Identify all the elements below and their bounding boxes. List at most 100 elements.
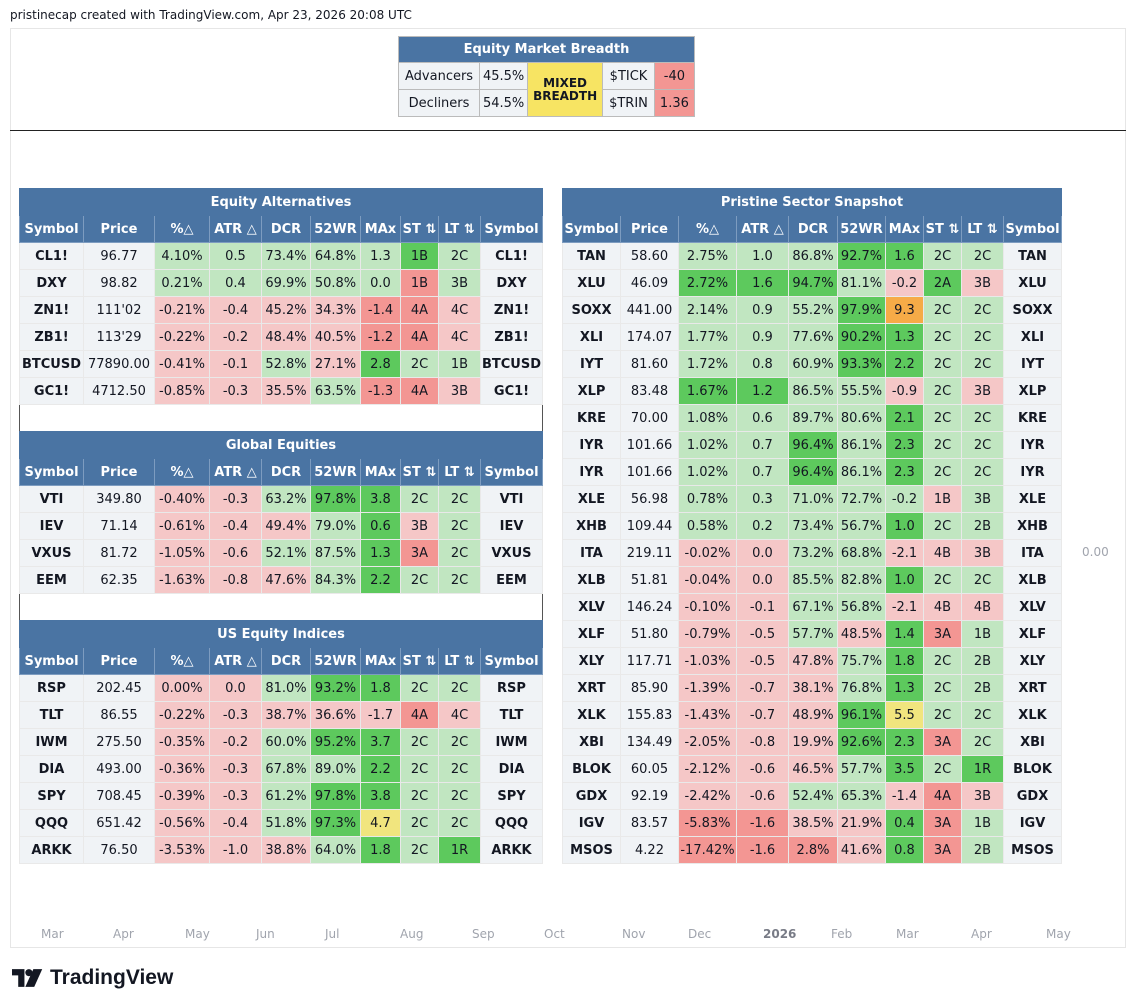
table-cell: -3.53%: [154, 836, 210, 864]
table-cell: -0.4: [209, 296, 262, 324]
table-cell: 2.3: [885, 431, 924, 459]
column-header: Price: [83, 458, 155, 486]
column-header: MAx: [360, 215, 401, 243]
table-cell: 2C: [400, 809, 439, 837]
table-cell: 86.8%: [788, 242, 838, 270]
table-cell: 19.9%: [788, 728, 838, 756]
table-cell: 708.45: [83, 782, 155, 810]
table-cell: 56.8%: [837, 593, 886, 621]
table-cell: 97.8%: [310, 485, 361, 513]
table-cell: 85.5%: [788, 566, 838, 594]
tradingview-logo-icon: [12, 969, 43, 987]
table-cell: 3B: [961, 269, 1004, 297]
column-header: DCR: [261, 647, 311, 675]
table-row: XHB 109.44 0.58% 0.2 73.4% 56.7% 1.0 2C 2B XHB: [562, 512, 1062, 540]
table-cell: 58.60: [620, 242, 679, 270]
table-cell: ITA: [1003, 539, 1062, 567]
table-cell: 0.7: [736, 458, 789, 486]
table-cell: 1.8: [885, 647, 924, 675]
table-cell: 0.6: [360, 512, 401, 540]
column-header: 52WR: [310, 647, 361, 675]
table-cell: 46.09: [620, 269, 679, 297]
table-cell: 219.11: [620, 539, 679, 567]
table-cell: 1B: [961, 620, 1004, 648]
table-row: MSOS 4.22 -17.42% -1.6 2.8% 41.6% 0.8 3A 2B MSOS: [562, 836, 1062, 864]
table-cell: 4B: [923, 539, 962, 567]
table-cell: 2C: [923, 323, 962, 351]
table-cell: 3A: [923, 809, 962, 837]
table-cell: 89.7%: [788, 404, 838, 432]
table-cell: XLK: [562, 701, 621, 729]
table-cell: 35.5%: [261, 377, 311, 405]
table-cell: 77.6%: [788, 323, 838, 351]
table-cell: 109.44: [620, 512, 679, 540]
table-cell: 2C: [961, 323, 1004, 351]
table-cell: -1.6: [736, 836, 789, 864]
table-cell: 38.1%: [788, 674, 838, 702]
table-cell: CL1!: [19, 242, 84, 270]
table-cell: TAN: [562, 242, 621, 270]
table-cell: 2C: [438, 782, 481, 810]
tradingview-logo[interactable]: TradingView: [12, 966, 173, 990]
column-header: MAx: [360, 647, 401, 675]
table-cell: 3B: [961, 377, 1004, 405]
table-cell: XRT: [562, 674, 621, 702]
table-cell: 2.2: [360, 566, 401, 594]
table-cell: 3.8: [360, 485, 401, 513]
table-cell: 0.0: [209, 674, 262, 702]
table-row: IWM 275.50 -0.35% -0.2 60.0% 95.2% 3.7 2C 2C IWM: [19, 728, 543, 756]
table-cell: 3.8: [360, 782, 401, 810]
table-cell: TLT: [480, 701, 543, 729]
table-cell: CL1!: [480, 242, 543, 270]
table-cell: -0.1: [209, 350, 262, 378]
table-cell: 87.5%: [310, 539, 361, 567]
table-cell: -0.7: [736, 674, 789, 702]
table-cell: ZN1!: [19, 296, 84, 324]
table-cell: 63.2%: [261, 485, 311, 513]
table-cell: IYR: [1003, 431, 1062, 459]
column-header: Price: [83, 215, 155, 243]
table-cell: 92.6%: [837, 728, 886, 756]
table-cell: 4.10%: [154, 242, 210, 270]
table-cell: 76.50: [83, 836, 155, 864]
table-cell: 2C: [961, 728, 1004, 756]
table-cell: IYR: [1003, 458, 1062, 486]
table-cell: -5.83%: [678, 809, 737, 837]
breadth-status-line2: BREADTH: [533, 88, 598, 103]
table-cell: 2.8: [360, 350, 401, 378]
table-cell: 96.4%: [788, 431, 838, 459]
column-header: 52WR: [837, 215, 886, 243]
table-row: IYR 101.66 1.02% 0.7 96.4% 86.1% 2.3 2C 2C IYR: [562, 458, 1062, 486]
table-cell: 51.81: [620, 566, 679, 594]
table-cell: 0.4: [209, 269, 262, 297]
table-cell: 81.60: [620, 350, 679, 378]
table-cell: 83.57: [620, 809, 679, 837]
table-cell: -0.56%: [154, 809, 210, 837]
column-header: Symbol: [19, 458, 84, 486]
table-cell: -1.3: [360, 377, 401, 405]
table-cell: 1B: [438, 350, 481, 378]
table-cell: 651.42: [83, 809, 155, 837]
column-header: Symbol: [19, 647, 84, 675]
column-header: 52WR: [310, 458, 361, 486]
table-cell: VXUS: [480, 539, 543, 567]
table-cell: 71.0%: [788, 485, 838, 513]
table-cell: 96.77: [83, 242, 155, 270]
table-cell: 48.4%: [261, 323, 311, 351]
table-cell: BLOK: [1003, 755, 1062, 783]
table-cell: 2C: [923, 647, 962, 675]
table-cell: 2C: [438, 539, 481, 567]
table-cell: IEV: [19, 512, 84, 540]
table-cell: 4A: [400, 701, 439, 729]
table-cell: 1B: [961, 809, 1004, 837]
breadth-title: Equity Market Breadth: [398, 36, 695, 63]
table-row: ZB1! 113'29 -0.22% -0.2 48.4% 40.5% -1.2 4A 4C ZB…: [19, 323, 543, 351]
table-cell: 67.8%: [261, 755, 311, 783]
column-header: MAx: [885, 215, 924, 243]
chart-frame[interactable]: [10, 28, 1126, 948]
table-cell: 2C: [438, 674, 481, 702]
table-cell: 55.5%: [837, 377, 886, 405]
table-cell: 2C: [400, 836, 439, 864]
table-cell: 1.3: [360, 242, 401, 270]
table-cell: 117.71: [620, 647, 679, 675]
